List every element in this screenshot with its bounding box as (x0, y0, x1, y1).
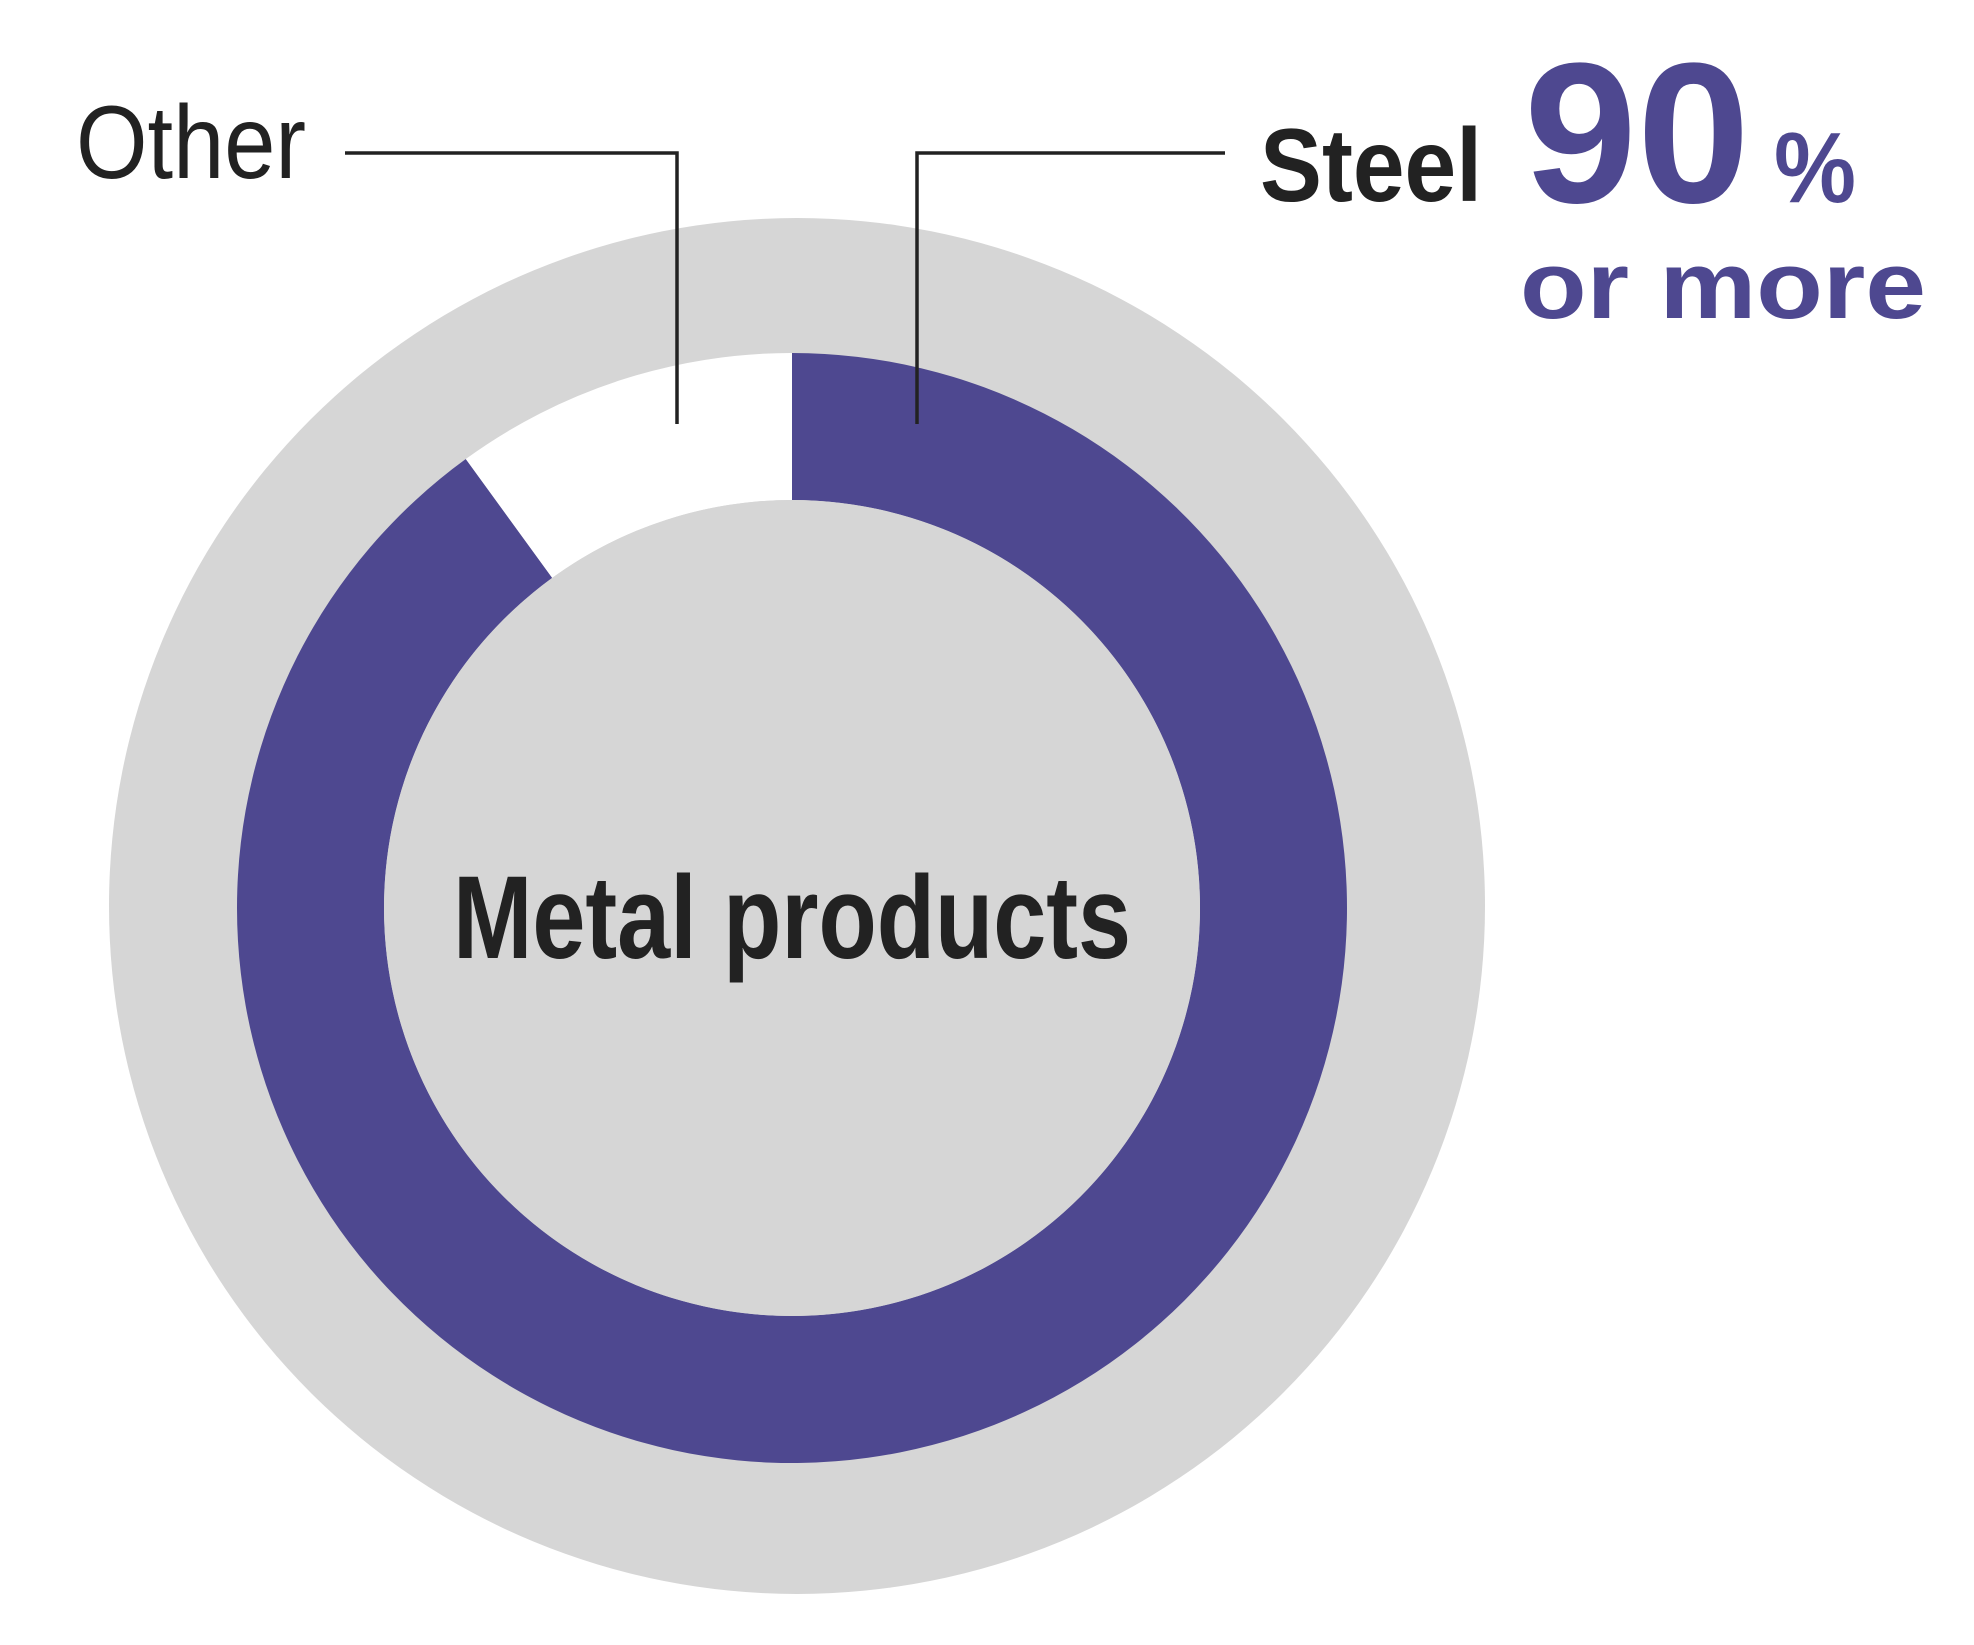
donut-segment (465, 353, 792, 578)
leader-line (915, 151, 1225, 424)
value-label: 90 (1524, 22, 1750, 245)
center-label: Metal products (453, 852, 1131, 984)
leader-line (345, 151, 679, 424)
category-label: Other (76, 85, 306, 201)
inner-disc (384, 500, 1200, 1316)
category-label: Steel (1260, 108, 1482, 224)
value-suffix: % (1774, 112, 1856, 224)
value-note: or more (1520, 232, 1926, 339)
donut (237, 353, 1348, 1463)
